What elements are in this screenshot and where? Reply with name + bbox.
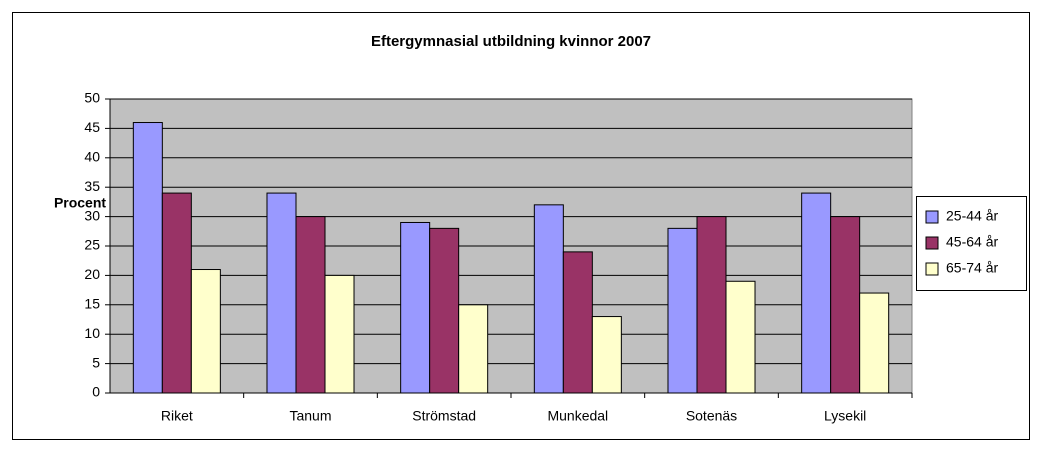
bar (324, 274, 355, 394)
bar (533, 204, 564, 394)
y-tick-label: 15 (84, 296, 100, 312)
y-tick-label: 5 (92, 354, 100, 370)
legend-label: 25-44 år (946, 208, 998, 224)
bar (591, 316, 622, 394)
bar (458, 304, 489, 394)
bar (429, 227, 460, 394)
y-tick-label: 20 (84, 266, 100, 282)
y-tick-label: 35 (84, 178, 100, 194)
bar (830, 216, 861, 394)
bar (801, 192, 832, 394)
y-tick-label: 0 (92, 384, 100, 400)
legend-label: 45-64 år (946, 234, 998, 250)
y-tick-label: 30 (84, 207, 100, 223)
bar (562, 251, 593, 394)
x-tick-label: Sotenäs (686, 408, 737, 424)
x-tick-label: Tanum (289, 408, 331, 424)
bar (266, 192, 297, 394)
x-tick-label: Lysekil (824, 408, 866, 424)
bar (696, 216, 727, 394)
y-tick-label: 40 (84, 149, 100, 165)
x-tick-label: Munkedal (547, 408, 608, 424)
x-tick-label: Riket (161, 408, 193, 424)
bar (400, 221, 431, 394)
legend-swatch (925, 262, 939, 276)
bar (295, 216, 326, 394)
bar (190, 269, 221, 394)
chart-title: Eftergymnasial utbildning kvinnor 2007 (371, 33, 651, 50)
bar (859, 292, 890, 394)
x-tick-label: Strömstad (412, 408, 476, 424)
y-axis-label: Procent (54, 195, 106, 211)
bar (161, 192, 192, 394)
legend-swatch (925, 210, 939, 224)
legend-label: 65-74 år (946, 260, 998, 276)
bar (132, 122, 163, 394)
y-tick-label: 50 (84, 90, 100, 106)
y-tick-label: 45 (84, 119, 100, 135)
bar (725, 280, 756, 394)
y-tick-label: 10 (84, 325, 100, 341)
legend-swatch (925, 236, 939, 250)
y-tick-label: 25 (84, 237, 100, 253)
bar (667, 227, 698, 394)
